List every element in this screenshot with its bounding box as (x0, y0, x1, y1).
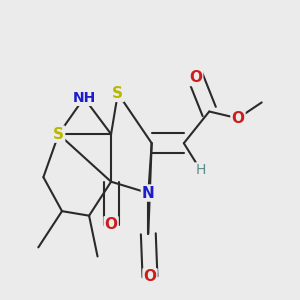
Text: O: O (232, 111, 244, 126)
Text: H: H (196, 164, 206, 177)
Text: O: O (105, 217, 118, 232)
Text: O: O (189, 70, 202, 85)
Text: N: N (142, 185, 155, 200)
Text: O: O (143, 269, 157, 284)
Text: S: S (53, 127, 64, 142)
Text: S: S (112, 86, 123, 101)
Text: NH: NH (72, 91, 96, 105)
